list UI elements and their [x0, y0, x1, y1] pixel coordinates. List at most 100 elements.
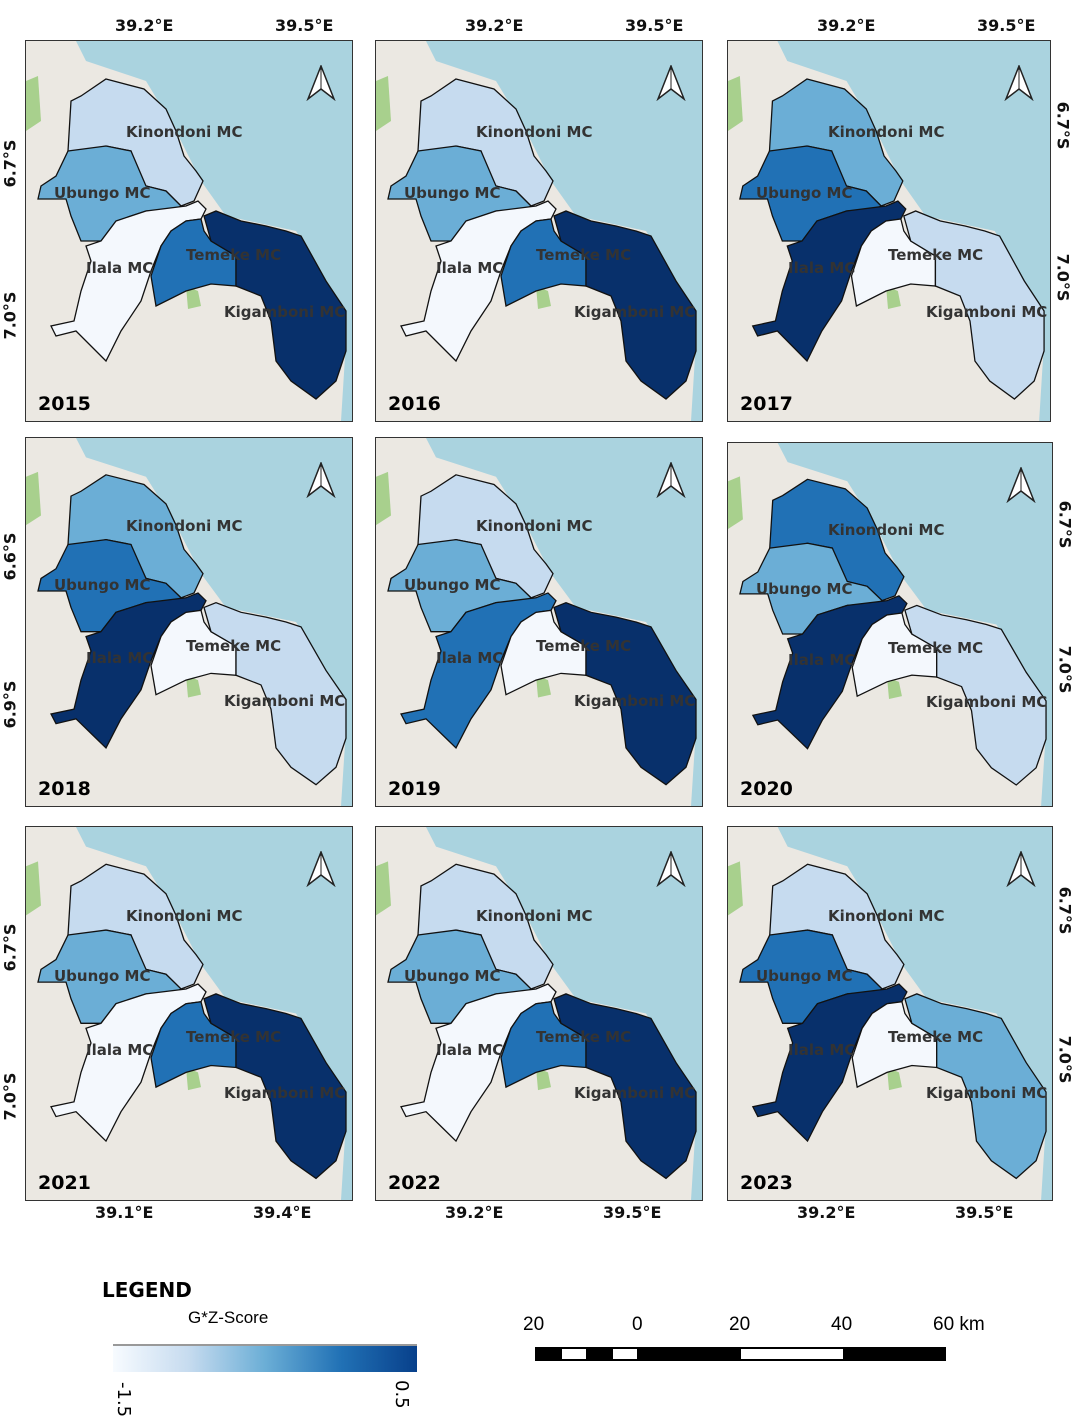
coordinate-tick: 39.5°E — [625, 16, 684, 35]
district-label-kinondoni: Kinondoni MC — [126, 123, 243, 141]
district-label-kinondoni: Kinondoni MC — [828, 521, 945, 540]
sea — [426, 41, 702, 421]
park-area — [376, 76, 391, 131]
park-area — [728, 861, 743, 916]
park-area — [887, 1067, 902, 1091]
district-ilala[interactable] — [400, 592, 557, 749]
park-area — [887, 677, 902, 700]
coordinate-tick: 6.7°S — [0, 139, 20, 188]
district-ilala[interactable] — [751, 200, 907, 363]
district-kigamboni[interactable] — [553, 993, 697, 1180]
map-panel-2017: Kinondoni MC Ubungo MC Ilala MC Temeke MC Ki… — [727, 40, 1051, 422]
map-panel-2020: Kinondoni MC Ubungo MC Ilala MC Temeke MC Ki… — [727, 442, 1053, 807]
district-label-temeke: Temeke MC — [888, 638, 984, 657]
district-kigamboni[interactable] — [904, 604, 1047, 786]
district-label-temeke: Temeke MC — [888, 246, 984, 264]
sea — [76, 438, 352, 806]
park-area — [376, 861, 391, 916]
district-label-temeke: Temeke MC — [186, 636, 282, 655]
district-label-ubungo: Ubungo MC — [756, 967, 853, 986]
coordinate-tick: 7.0°S — [0, 291, 20, 340]
district-label-temeke: Temeke MC — [536, 636, 632, 655]
park-area — [186, 675, 201, 698]
coordinate-tick: 7.0°S — [1053, 253, 1073, 302]
sea — [777, 41, 1050, 421]
district-ilala[interactable] — [50, 592, 207, 749]
coordinate-tick: 39.2°E — [817, 16, 876, 35]
district-kigamboni[interactable] — [203, 210, 347, 400]
district-ilala[interactable] — [751, 595, 908, 750]
district-kigamboni[interactable] — [903, 210, 1045, 400]
district-label-ubungo: Ubungo MC — [54, 576, 151, 595]
district-label-ilala: Ilala MC — [436, 649, 504, 668]
district-kigamboni[interactable] — [553, 210, 697, 400]
north-arrow-icon — [656, 851, 686, 887]
coordinate-tick: 6.9°S — [0, 680, 20, 729]
district-ilala[interactable] — [751, 983, 908, 1143]
coordinate-tick: 6.6°S — [0, 532, 20, 581]
district-label-ilala: Ilala MC — [86, 259, 154, 277]
coordinate-tick: 6.7°S — [1055, 886, 1075, 935]
park-area — [26, 471, 41, 526]
coordinate-tick: 39.2°E — [465, 16, 524, 35]
district-ilala[interactable] — [50, 983, 207, 1143]
district-kigamboni[interactable] — [904, 993, 1047, 1180]
district-kigamboni[interactable] — [203, 601, 347, 786]
district-label-kigamboni: Kigamboni MC — [926, 693, 1048, 712]
district-label-kinondoni: Kinondoni MC — [476, 907, 593, 926]
coordinate-tick: 39.2°E — [797, 1203, 856, 1222]
park-area — [26, 76, 41, 131]
district-label-ilala: Ilala MC — [788, 651, 856, 670]
color-ramp — [113, 1344, 417, 1372]
coordinate-tick: 7.0°S — [0, 1072, 20, 1121]
district-label-ubungo: Ubungo MC — [404, 967, 501, 986]
north-arrow-icon — [656, 462, 686, 498]
coordinate-tick: 39.5°E — [955, 1203, 1014, 1222]
map-panel-2018: Kinondoni MC Ubungo MC Ilala MC Temeke MC Ki… — [25, 437, 353, 807]
district-ilala[interactable] — [400, 983, 557, 1143]
district-label-ilala: Ilala MC — [436, 1040, 504, 1059]
park-area — [886, 286, 901, 309]
park-area — [536, 675, 551, 698]
district-label-kinondoni: Kinondoni MC — [828, 123, 945, 141]
district-label-temeke: Temeke MC — [536, 1028, 632, 1047]
year-label: 2015 — [38, 393, 91, 415]
map-panel-2022: Kinondoni MC Ubungo MC Ilala MC Temeke MC Ki… — [375, 826, 703, 1201]
district-label-ubungo: Ubungo MC — [404, 184, 501, 202]
district-label-kigamboni: Kigamboni MC — [224, 303, 346, 321]
north-arrow-icon — [656, 65, 686, 101]
park-area — [536, 1067, 551, 1091]
park-area — [728, 476, 743, 529]
district-label-ubungo: Ubungo MC — [54, 184, 151, 202]
year-label: 2020 — [740, 778, 793, 800]
sea — [777, 827, 1052, 1200]
district-kigamboni[interactable] — [553, 601, 697, 786]
year-label: 2021 — [38, 1172, 91, 1194]
district-label-ilala: Ilala MC — [788, 259, 856, 277]
district-label-temeke: Temeke MC — [888, 1028, 984, 1047]
coordinate-tick: 39.5°E — [977, 16, 1036, 35]
park-area — [728, 76, 743, 131]
north-arrow-icon — [1006, 467, 1036, 503]
scale-label: 40 — [831, 1314, 853, 1335]
coordinate-tick: 39.5°E — [603, 1203, 662, 1222]
park-area — [536, 286, 551, 309]
legend-title: LEGEND — [102, 1278, 192, 1302]
legend-max: 0.5 — [391, 1380, 412, 1409]
district-ilala[interactable] — [50, 200, 207, 363]
map-panel-2016: Kinondoni MC Ubungo MC Ilala MC Temeke MC Ki… — [375, 40, 703, 422]
district-kigamboni[interactable] — [203, 993, 347, 1180]
legend-subtitle: G*Z-Score — [188, 1308, 269, 1327]
district-label-kinondoni: Kinondoni MC — [828, 907, 945, 926]
year-label: 2019 — [388, 778, 441, 800]
sea — [777, 443, 1052, 806]
park-area — [26, 861, 41, 916]
coordinate-tick: 39.2°E — [115, 16, 174, 35]
district-label-ubungo: Ubungo MC — [756, 184, 853, 202]
district-ilala[interactable] — [400, 200, 557, 363]
district-label-temeke: Temeke MC — [186, 246, 282, 264]
coordinate-tick: 39.2°E — [445, 1203, 504, 1222]
north-arrow-icon — [306, 462, 336, 498]
sea — [426, 827, 702, 1200]
